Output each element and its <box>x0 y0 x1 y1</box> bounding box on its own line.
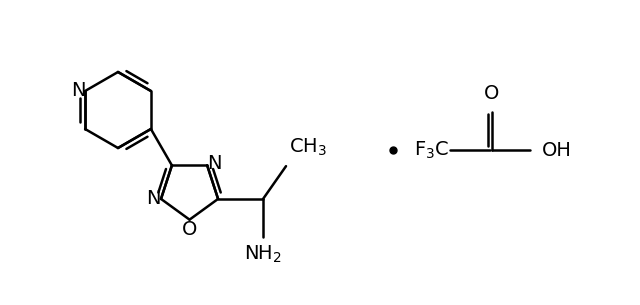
Text: O: O <box>182 220 197 239</box>
Text: OH: OH <box>542 141 572 160</box>
Text: N: N <box>207 154 221 173</box>
Text: N: N <box>146 189 160 208</box>
Text: N: N <box>71 81 85 101</box>
Text: NH$_2$: NH$_2$ <box>244 244 282 265</box>
Text: F$_3$C: F$_3$C <box>414 139 450 161</box>
Text: CH$_3$: CH$_3$ <box>289 137 327 158</box>
Text: O: O <box>484 84 500 103</box>
